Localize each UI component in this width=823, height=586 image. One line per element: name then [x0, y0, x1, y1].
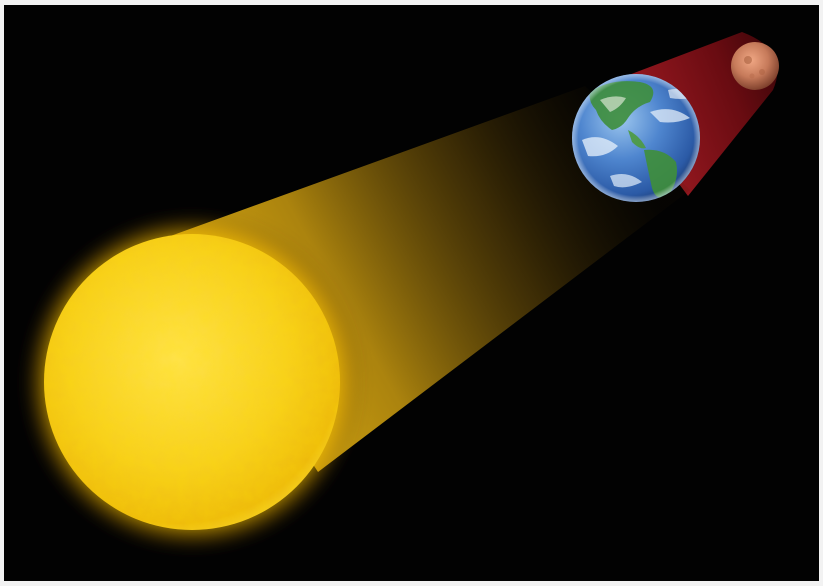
moon — [731, 42, 779, 90]
earth — [572, 74, 700, 202]
sun — [44, 234, 340, 530]
